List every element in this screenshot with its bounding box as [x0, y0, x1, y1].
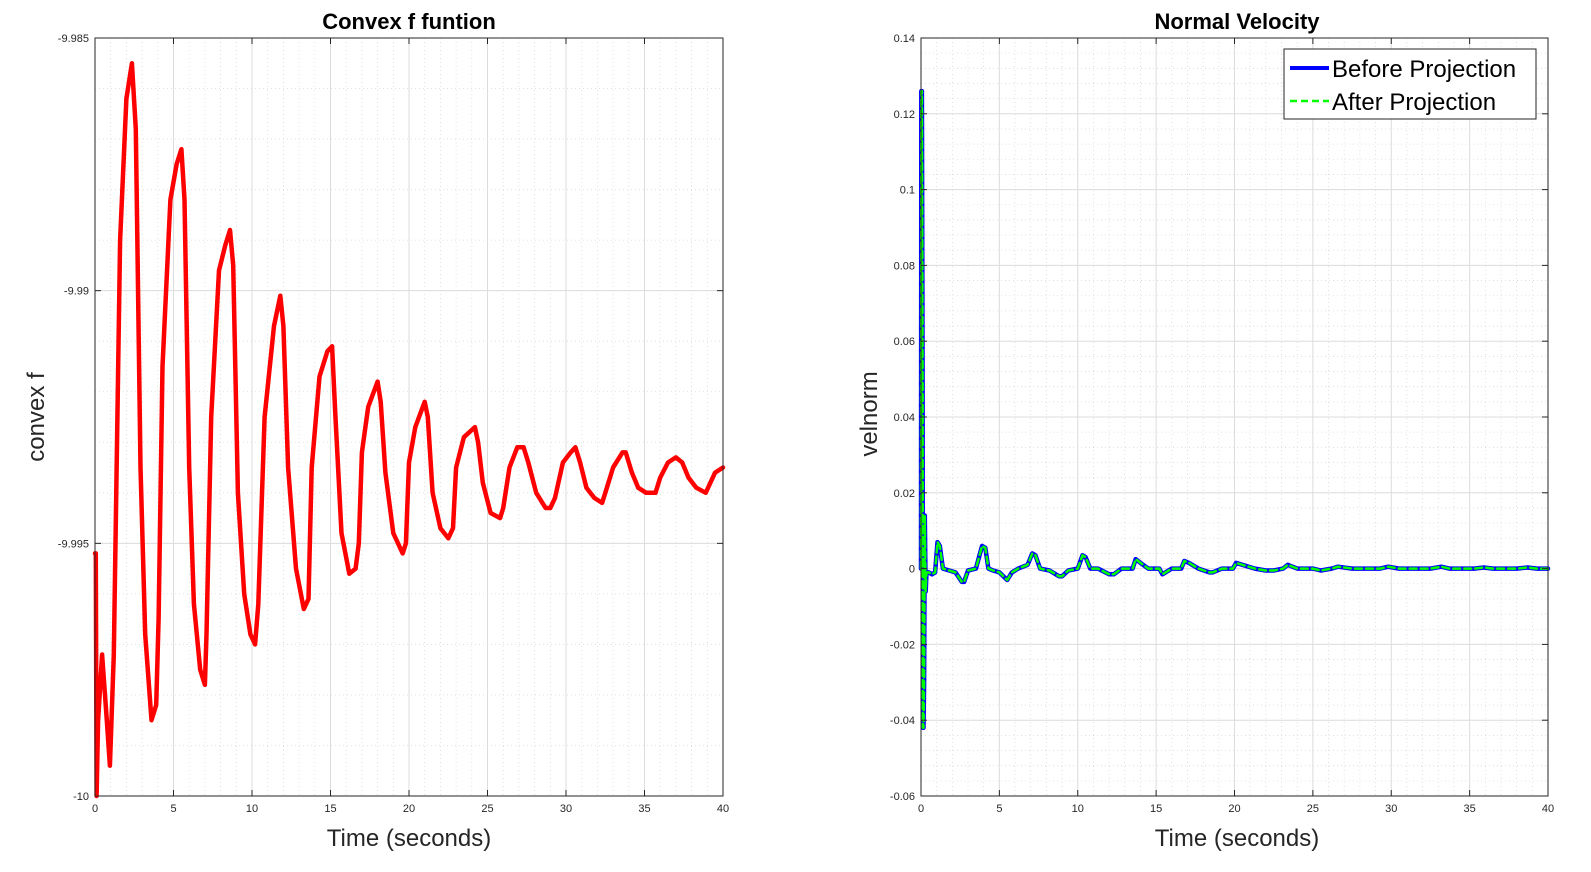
x-axis-label: Time (seconds)	[327, 825, 491, 852]
legend: Before Projection After Projection	[1283, 48, 1537, 120]
series-layer	[918, 88, 1551, 731]
x-tick-label: 40	[717, 803, 729, 815]
x-tick-label: 10	[1072, 803, 1084, 815]
x-tick-label: 25	[1307, 803, 1319, 815]
x-axis-label: Time (seconds)	[1155, 825, 1319, 852]
x-tick-label: 15	[1150, 803, 1162, 815]
x-tick-label: 30	[1385, 803, 1397, 815]
chart-title: Convex f funtion	[322, 9, 496, 34]
y-tick-label: 0.12	[894, 109, 915, 121]
legend-label-before: Before Projection	[1332, 56, 1516, 83]
series-line-1	[919, 89, 1550, 730]
y-axis-label: convex f	[23, 372, 50, 462]
y-tick-label: 0.14	[894, 33, 915, 45]
y-tick-label: -10	[73, 791, 89, 803]
y-tick-label: -0.06	[890, 791, 915, 803]
y-tick-label: -9.985	[58, 33, 89, 45]
y-tick-label: -0.02	[890, 639, 915, 651]
y-tick-label: 0.08	[894, 260, 915, 272]
ticks: 0 5 10 15 20 25 30 35 40 -10 -9.995 -9.99 -9.985	[58, 33, 729, 815]
x-tick-label: 5	[996, 803, 1002, 815]
y-tick-label: 0.06	[894, 336, 915, 348]
x-tick-label: 35	[638, 803, 650, 815]
x-tick-label: 25	[481, 803, 493, 815]
y-tick-label: 0.02	[894, 488, 915, 500]
convex-chart: 0 5 10 15 20 25 30 35 40 -10 -9.995 -9.99 -9.985 Con…	[23, 9, 729, 852]
x-tick-label: 10	[246, 803, 258, 815]
legend-label-after: After Projection	[1332, 89, 1496, 116]
y-tick-label: 0.1	[900, 185, 915, 197]
x-tick-label: 15	[324, 803, 336, 815]
series-layer	[92, 61, 726, 799]
chart-title: Normal Velocity	[1154, 9, 1320, 34]
x-tick-label: 35	[1464, 803, 1476, 815]
legend-box	[1283, 48, 1537, 120]
y-tick-label: -9.995	[58, 538, 89, 550]
x-tick-label: 0	[918, 803, 924, 815]
y-tick-label: 0.04	[894, 412, 915, 424]
x-tick-label: 30	[560, 803, 572, 815]
series-line-0	[92, 61, 726, 799]
ticks: 0 5 10 15 20 25 30 35 40 -0.06 -0.04 -0.02 0 0.02 0.04…	[890, 33, 1554, 815]
y-tick-label: -0.04	[890, 715, 915, 727]
x-tick-label: 0	[92, 803, 98, 815]
x-tick-label: 20	[403, 803, 415, 815]
x-tick-label: 20	[1228, 803, 1240, 815]
y-tick-label: 0	[909, 564, 915, 576]
x-tick-label: 5	[170, 803, 176, 815]
y-axis-label: velnorm	[856, 371, 883, 456]
x-tick-label: 40	[1542, 803, 1554, 815]
velocity-chart: 0 5 10 15 20 25 30 35 40 -0.06 -0.04 -0.02 0 0.02 0.04…	[856, 9, 1554, 852]
y-tick-label: -9.99	[64, 286, 89, 298]
